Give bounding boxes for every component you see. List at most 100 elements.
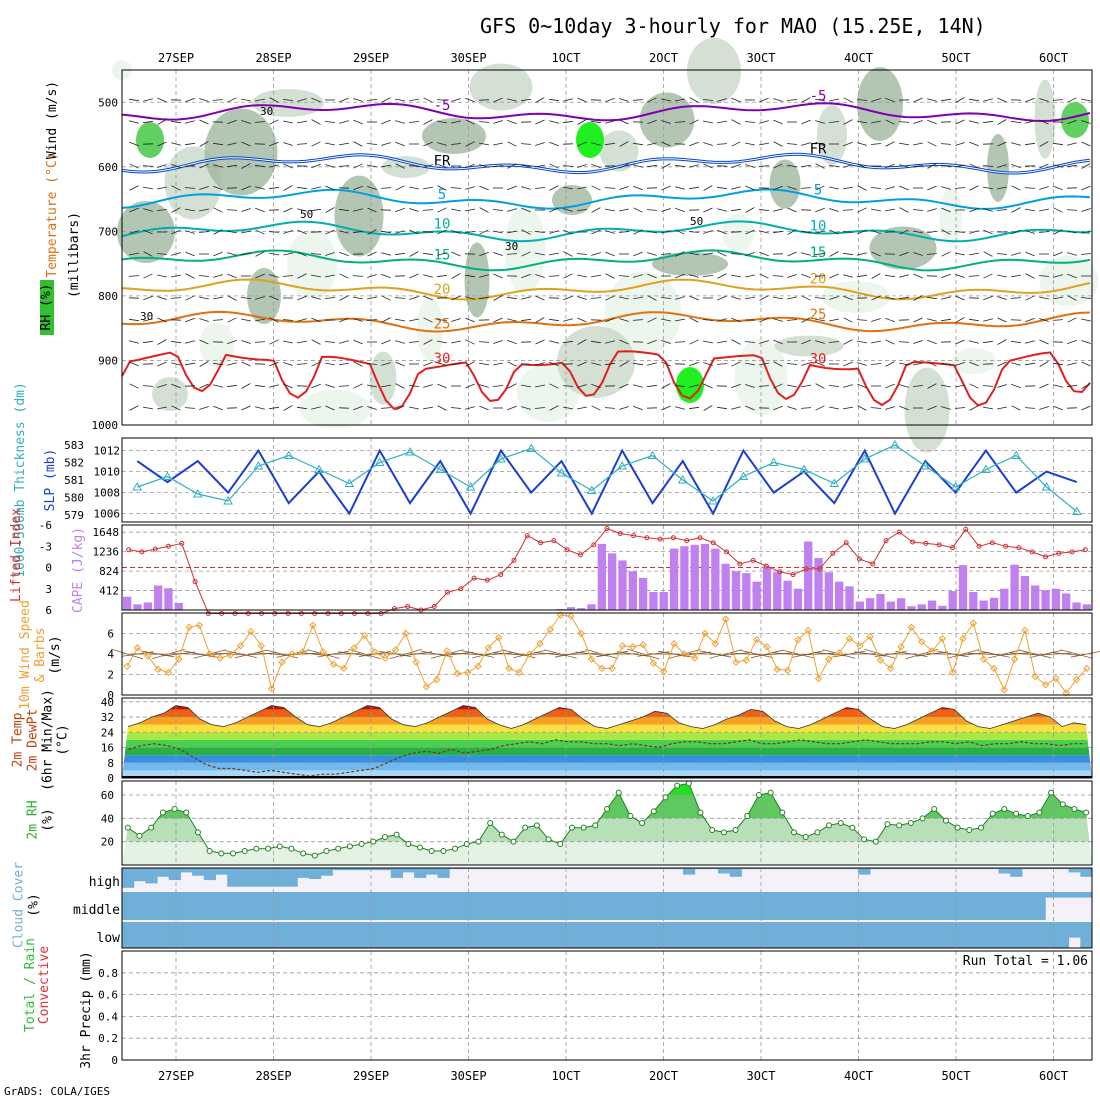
wind-barb: [940, 318, 952, 322]
li-marker: [684, 538, 690, 544]
wind-barb: [619, 339, 629, 345]
wind-barb-10m: [864, 648, 897, 660]
wind-barb: [507, 119, 517, 125]
thickness-marker: [1011, 450, 1022, 459]
wind-barb: [744, 341, 756, 343]
date-label-bottom: 4OCT: [844, 1069, 873, 1083]
wind-barb: [815, 185, 825, 191]
thickness-marker: [283, 450, 294, 459]
wind-barb: [843, 186, 853, 190]
wind-barb: [899, 384, 909, 388]
rh-band: [122, 841, 1092, 865]
cloud-cell: [320, 922, 333, 948]
wind-barb: [759, 230, 769, 234]
wind-barb: [283, 120, 293, 124]
wind-barb: [507, 230, 517, 234]
thickness-marker: [162, 471, 173, 480]
cloud-cell: [975, 892, 988, 920]
cloud-cell: [425, 922, 439, 948]
cloud-cell: [133, 892, 146, 920]
wind-speed-marker: [773, 665, 781, 674]
wind-barb: [871, 251, 881, 257]
cloud-cell: [834, 922, 848, 948]
wind-barb: [339, 230, 349, 234]
wind-barb: [843, 295, 853, 301]
cloud-cell: [951, 922, 964, 948]
rh-marker: [767, 789, 774, 796]
wind-barb-10m: [224, 650, 257, 658]
cloud-cell: [414, 922, 427, 948]
cloud-cell: [776, 892, 789, 920]
wind-barb: [800, 230, 812, 234]
cloud-cell: [1056, 892, 1070, 898]
wind-barb: [563, 295, 573, 301]
wind-barb: [451, 340, 461, 344]
cloud-cell: [519, 868, 532, 870]
wind-barb: [311, 317, 321, 323]
rh-marker: [826, 822, 833, 829]
rh-shade-area: [369, 351, 397, 405]
cape-bar: [721, 563, 730, 610]
thickness-tick: 582: [64, 457, 84, 470]
wind-barb: [576, 209, 588, 211]
cloud-cell: [472, 892, 485, 920]
rh-marker: [440, 848, 447, 854]
wind-barb: [1025, 317, 1035, 323]
rh-marker: [183, 809, 190, 816]
wind-barb: [801, 339, 811, 345]
li-marker: [298, 611, 304, 617]
rh-shade-area: [417, 297, 443, 361]
thickness-marker: [405, 446, 415, 456]
li-marker: [205, 611, 211, 617]
wind-barb: [563, 229, 573, 235]
rh-marker: [650, 808, 657, 815]
rh-marker: [790, 829, 797, 836]
wind-barb: [479, 362, 489, 366]
wind-barb: [997, 317, 1007, 323]
wind-barb: [437, 120, 447, 124]
wind-barb: [451, 251, 461, 257]
wind-barb: [619, 406, 629, 410]
wind-barb: [885, 163, 895, 169]
wind-speed-marker: [742, 656, 751, 664]
wind-barb: [689, 295, 699, 301]
wind-barb: [828, 121, 840, 123]
wind-barb: [759, 362, 769, 366]
wind-barb-10m: [1060, 649, 1093, 659]
li-marker: [325, 611, 331, 617]
rh-shade-area: [469, 63, 533, 111]
cloud-cell: [612, 922, 626, 948]
cloud-cell: [122, 868, 135, 888]
wind-barb: [1080, 297, 1092, 299]
wind-barb: [129, 340, 139, 344]
wind-barb: [1025, 295, 1035, 301]
run-total-label: Run Total = 1.06: [963, 954, 1088, 969]
wind-barb: [142, 385, 154, 387]
wind-barb: [941, 273, 951, 279]
wind-barb: [478, 121, 490, 123]
rh-shade-area: [204, 108, 278, 196]
temp-contour-label: 25: [810, 307, 827, 323]
wind-speed-marker: [236, 642, 245, 650]
cloud-cell: [706, 868, 719, 870]
wind-barb: [465, 406, 475, 410]
wind-barb: [857, 383, 867, 389]
temp-contour-label: 10: [434, 216, 451, 232]
wind-barb: [591, 405, 601, 411]
ylabel-line: (6hr Min/Max): [41, 689, 56, 791]
cloud-cell: [542, 922, 555, 948]
wind-barb: [787, 406, 797, 410]
wind-barb: [534, 407, 546, 409]
wind-barb: [381, 339, 391, 345]
wind-barb: [759, 142, 769, 146]
wind-barb: [885, 296, 895, 300]
wind-barb: [647, 252, 657, 256]
wind-barb: [129, 141, 139, 147]
wind-barb: [619, 361, 629, 367]
wind-barb: [185, 251, 195, 257]
wind-barb: [619, 208, 629, 212]
cloud-cell: [344, 868, 357, 871]
cloud-cell: [157, 922, 170, 948]
cloud-cell: [460, 868, 474, 870]
wind-barb: [465, 141, 475, 147]
